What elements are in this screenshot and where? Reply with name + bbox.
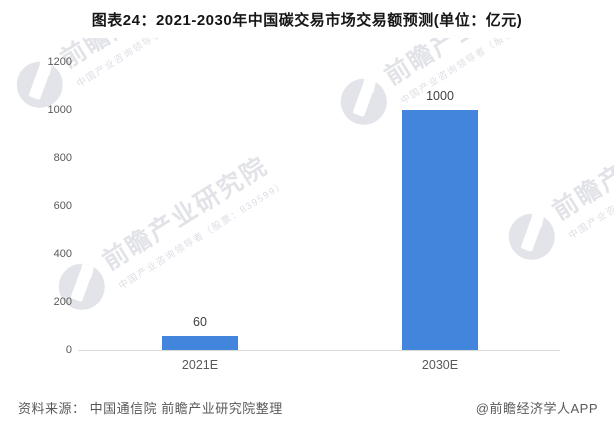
x-axis-line xyxy=(78,350,560,351)
y-tick-label: 400 xyxy=(53,248,72,260)
bar-2021E xyxy=(162,335,238,350)
y-tick-label: 200 xyxy=(53,296,72,308)
y-tick-label: 1000 xyxy=(47,104,72,116)
bar-2030E xyxy=(402,110,478,350)
y-tick-label: 0 xyxy=(65,344,72,356)
y-tick-label: 600 xyxy=(53,200,72,212)
bar-value-label: 60 xyxy=(193,314,207,329)
y-tick-label: 800 xyxy=(53,152,72,164)
x-axis-label: 2030E xyxy=(421,358,459,372)
bar-value-label: 1000 xyxy=(426,89,454,103)
y-tick-label: 1200 xyxy=(47,56,72,68)
app-credit: @前瞻经济学人APP xyxy=(475,401,598,416)
chart-title: 图表24：2021-2030年中国碳交易市场交易额预测(单位：亿元) xyxy=(91,12,523,29)
x-axis-label: 2021E xyxy=(181,358,219,372)
source-note: 资料来源： 中国通信院 前瞻产业研究院整理 xyxy=(18,401,283,416)
